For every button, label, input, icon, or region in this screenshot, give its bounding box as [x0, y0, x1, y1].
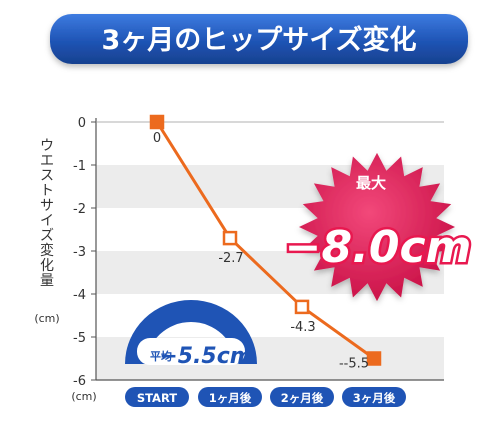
x-category-label: 1ヶ月後 — [209, 391, 252, 405]
y-axis-label-char: エ — [40, 153, 54, 169]
max-badge: 最大 −8.0cm — [282, 152, 474, 302]
average-badge: 平均 −5.5cm — [125, 300, 257, 369]
average-arc — [125, 300, 257, 364]
x-category-label: 2ヶ月後 — [281, 391, 324, 405]
series-path — [155, 121, 375, 360]
y-axis-label-char: サ — [40, 198, 54, 214]
data-point — [366, 351, 382, 366]
x-category-pill — [342, 387, 406, 407]
y-tick-label: -6 — [73, 374, 86, 389]
y-axis-unit: (cm) — [34, 312, 59, 325]
y-tick-label: -2 — [73, 202, 86, 217]
y-tick-label: -4 — [73, 288, 86, 303]
y-tick-label: -1 — [73, 159, 86, 174]
average-value: −5.5cm — [159, 344, 252, 369]
y-axis-label-char: イ — [40, 213, 54, 229]
y-tick-labels: 0 -1 -2 -3 -4 -5 -6 — [73, 116, 96, 389]
x-category-pill — [125, 387, 189, 407]
y-axis-label-char: ズ — [40, 228, 54, 244]
x-axis-unit: (cm) — [71, 390, 96, 403]
title-bar-background — [50, 14, 468, 64]
y-axis-label-char: ウ — [40, 138, 54, 154]
series-line — [149, 114, 382, 366]
y-axis-label-char: ス — [40, 168, 54, 184]
data-point — [149, 114, 165, 130]
max-value: −8.0cm — [285, 222, 472, 273]
data-point — [294, 299, 310, 315]
average-label: 平均 — [150, 349, 172, 363]
average-pill — [137, 338, 245, 365]
x-category-label: START — [137, 391, 177, 405]
y-tick-label: -3 — [73, 245, 86, 260]
x-category-label: 3ヶ月後 — [353, 391, 396, 405]
value-labels: 0 -2.7 -4.3 --5.5 — [153, 131, 369, 372]
data-label: -4.3 — [290, 320, 315, 335]
x-category-labels: START 1ヶ月後 2ヶ月後 3ヶ月後 — [125, 387, 406, 407]
data-label: 0 — [153, 131, 161, 146]
x-category-pill — [198, 387, 262, 407]
data-point — [222, 230, 238, 246]
title-banner: 3ヶ月のヒップサイズ変化 — [50, 14, 468, 64]
max-label: 最大 — [356, 174, 386, 192]
y-axis-label-char: 化 — [40, 258, 54, 274]
x-category-pill — [270, 387, 334, 407]
y-tick-label: 0 — [78, 116, 86, 131]
max-burst-shape — [299, 152, 455, 302]
chart-title: 3ヶ月のヒップサイズ変化 — [102, 24, 417, 56]
data-label: --5.5 — [339, 357, 369, 372]
y-tick-label: -5 — [73, 331, 86, 346]
data-label: -2.7 — [218, 251, 243, 266]
y-axis-label-char: 変 — [40, 242, 54, 259]
y-axis-label-char: 量 — [40, 273, 54, 289]
y-axis-label-char: ト — [40, 183, 54, 199]
